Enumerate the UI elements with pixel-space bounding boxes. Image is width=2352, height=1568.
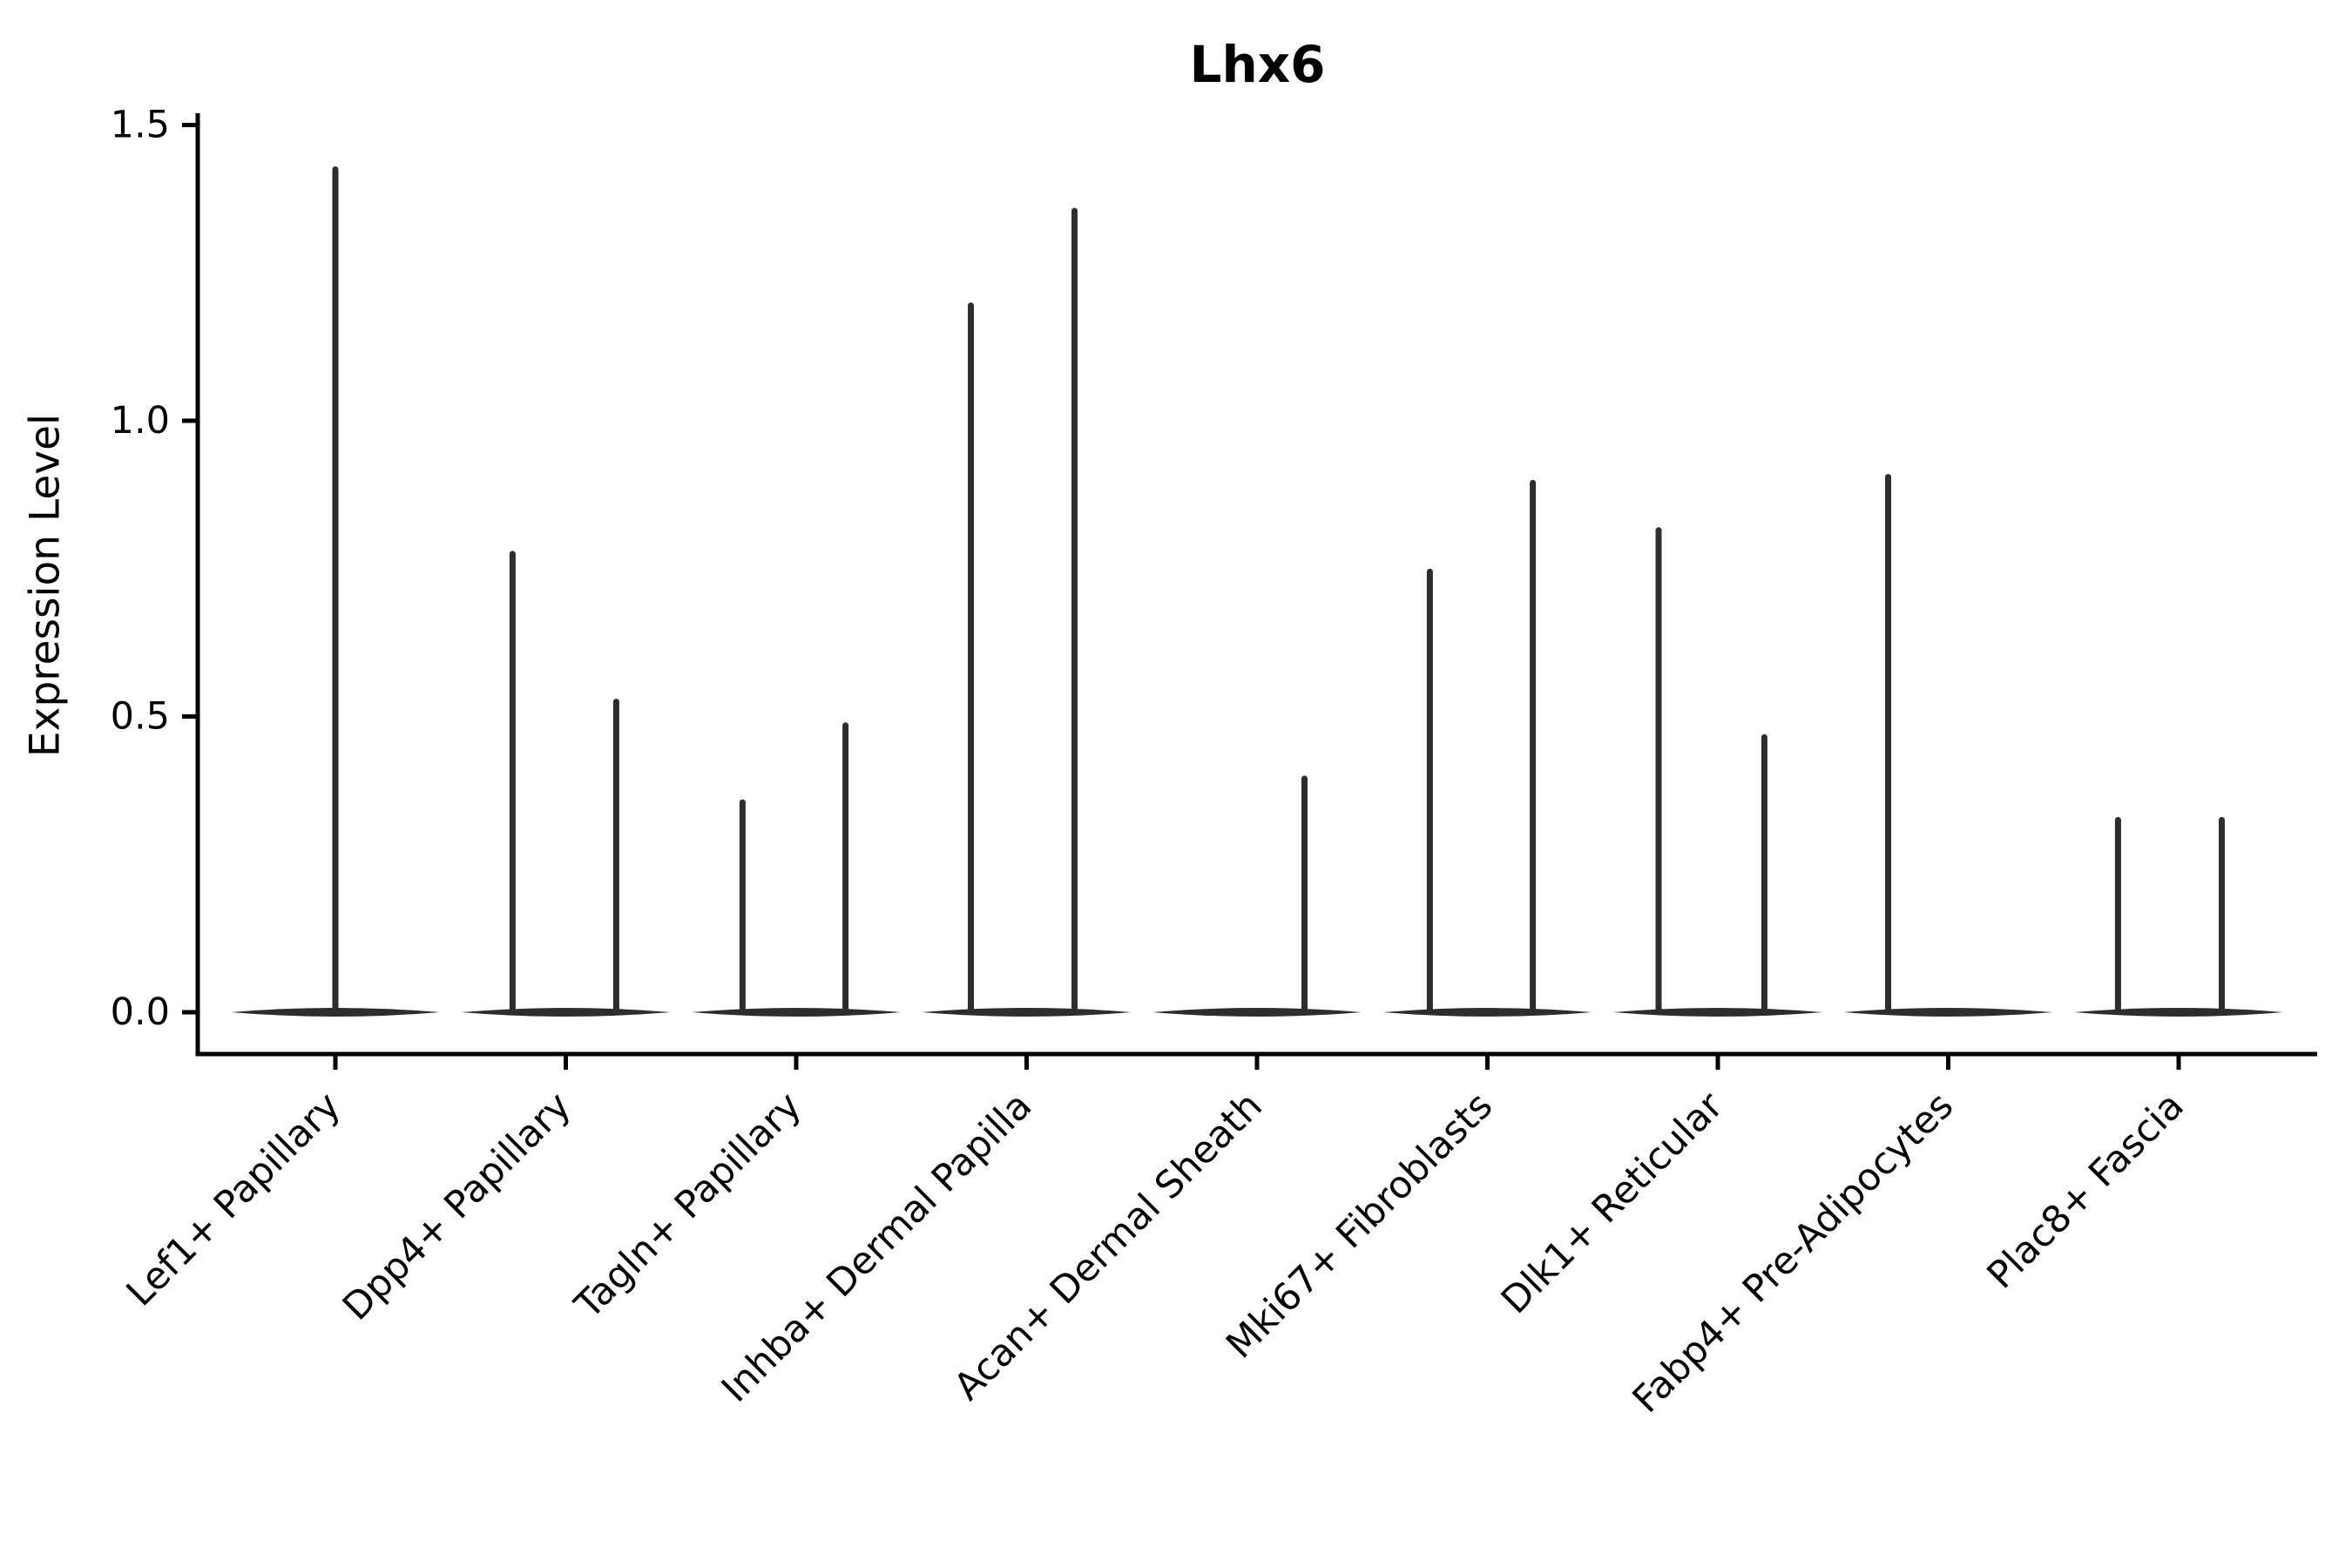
- violin-spike: [2219, 816, 2225, 1015]
- violin-spike: [739, 799, 746, 1015]
- violin-spike: [1530, 479, 1537, 1015]
- violin-spike: [332, 166, 339, 1015]
- violin-spike: [2114, 816, 2121, 1015]
- violin-spike: [1071, 207, 1078, 1016]
- violin-body: [1613, 1008, 1822, 1017]
- violin-body: [461, 1008, 671, 1017]
- violin-body: [2074, 1008, 2283, 1017]
- violin-body: [692, 1008, 901, 1017]
- violin-spike: [1301, 775, 1308, 1015]
- x-tick-label: Mki67+ Fibroblasts: [1218, 1084, 1501, 1367]
- violin-spike: [1885, 474, 1891, 1015]
- violin-body: [922, 1008, 1132, 1017]
- violin-body: [231, 1008, 440, 1017]
- y-tick-label: 1.5: [111, 104, 170, 147]
- violin-body: [1152, 1008, 1362, 1017]
- chart-title: Lhx6: [1189, 35, 1326, 94]
- x-tick-label: Tagln+ Papillary: [566, 1084, 810, 1328]
- violin-spike: [842, 722, 849, 1015]
- y-tick-label: 0.0: [111, 990, 170, 1034]
- x-tick-label: Lef1+ Papillary: [118, 1084, 349, 1315]
- violin-body: [1382, 1008, 1592, 1017]
- x-tick-label: Dpp4+ Papillary: [335, 1084, 579, 1328]
- x-tick-label: Plac8+ Fascia: [1979, 1084, 2193, 1297]
- violin-spike: [1655, 527, 1662, 1015]
- y-axis-label: Expression Level: [21, 413, 70, 758]
- y-tick-label: 0.5: [111, 695, 170, 739]
- y-tick-label: 1.0: [111, 399, 170, 443]
- x-tick-label: Dlk1+ Reticular: [1493, 1084, 1732, 1322]
- violin-spike: [1426, 568, 1433, 1016]
- violin-spike: [1761, 733, 1767, 1015]
- violin-spike: [612, 699, 619, 1015]
- violin-spike: [968, 302, 974, 1015]
- violin-body: [1843, 1008, 2053, 1017]
- violin-spike: [509, 551, 516, 1015]
